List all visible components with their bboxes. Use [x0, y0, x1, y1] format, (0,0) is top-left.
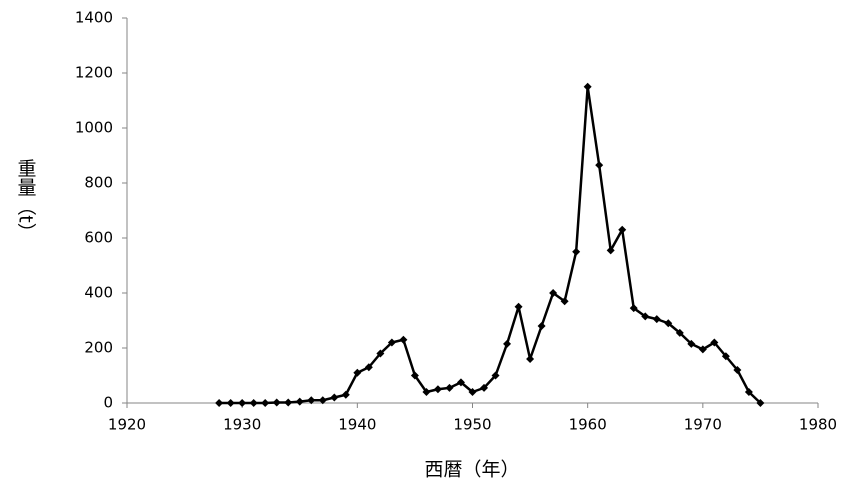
- x-tick-label: 1930: [223, 416, 261, 434]
- marker: [756, 399, 765, 407]
- marker: [387, 338, 396, 347]
- marker: [526, 355, 535, 363]
- marker: [307, 396, 316, 405]
- marker: [468, 388, 477, 396]
- line: [219, 85, 762, 405]
- marker: [606, 246, 615, 255]
- marker: [629, 304, 638, 313]
- marker: [514, 302, 523, 311]
- marker: [226, 399, 235, 407]
- marker: [710, 338, 719, 347]
- x-tick-label: 1920: [108, 416, 146, 434]
- marker: [330, 393, 339, 402]
- marker: [560, 297, 569, 306]
- marker: [364, 363, 373, 372]
- x-tick-label: 1940: [338, 416, 376, 434]
- marker: [733, 366, 742, 374]
- marker: [664, 319, 673, 328]
- y-tick-label: 1200: [75, 64, 113, 82]
- marker: [376, 349, 385, 358]
- x-tick-label: 1950: [453, 416, 491, 434]
- marker: [480, 383, 489, 392]
- y-tick-label: 400: [84, 284, 113, 302]
- marker: [549, 289, 558, 297]
- marker: [572, 247, 581, 256]
- marker: [744, 388, 753, 396]
- marker: [284, 398, 293, 407]
- marker: [595, 161, 604, 170]
- marker: [341, 390, 350, 399]
- marker: [238, 399, 247, 407]
- marker: [215, 399, 224, 407]
- marker: [422, 388, 431, 396]
- marker: [272, 398, 281, 407]
- marker: [687, 339, 696, 348]
- y-tick-label: 600: [84, 229, 113, 247]
- marker: [318, 396, 327, 405]
- marker: [261, 399, 270, 407]
- x-tick-label: 1970: [684, 416, 722, 434]
- marker: [503, 339, 512, 348]
- x-tick-label: 1960: [569, 416, 607, 434]
- y-tick-label: 1400: [75, 9, 113, 27]
- marker: [537, 322, 546, 330]
- marker: [456, 378, 465, 387]
- marker: [295, 397, 304, 406]
- y-tick-label: 800: [84, 174, 113, 192]
- marker: [698, 345, 707, 354]
- marker: [399, 335, 408, 344]
- marker: [641, 312, 650, 321]
- marker: [249, 399, 258, 407]
- y-tick-label: 1000: [75, 119, 113, 137]
- marker: [353, 368, 362, 377]
- marker: [410, 371, 419, 380]
- marker: [618, 225, 627, 234]
- x-axis-label: 西暦（年）: [424, 459, 519, 481]
- y-axis-label: 重量（t）: [15, 158, 37, 242]
- x-tick-label: 1980: [799, 416, 837, 434]
- marker: [721, 352, 730, 361]
- marker: [652, 315, 661, 324]
- marker: [433, 385, 442, 394]
- y-tick-label: 200: [84, 339, 113, 357]
- marker: [445, 383, 454, 392]
- marker: [675, 328, 684, 337]
- marker: [583, 82, 592, 91]
- marker: [491, 371, 500, 380]
- y-tick-label: 0: [103, 394, 113, 412]
